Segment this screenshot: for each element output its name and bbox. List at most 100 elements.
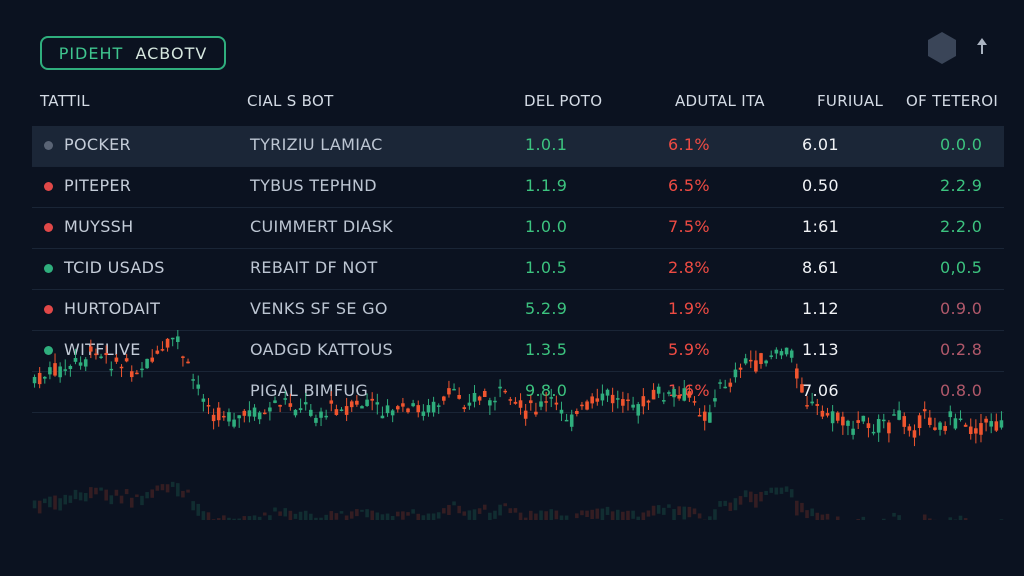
candle-reflection bbox=[395, 511, 400, 517]
candle-reflection bbox=[165, 484, 170, 493]
candle-reflection bbox=[564, 515, 569, 520]
column-header[interactable]: DEL POTO bbox=[524, 92, 603, 110]
candle-body bbox=[68, 365, 73, 370]
candle-body bbox=[488, 400, 492, 406]
row-of-value: 0.8.0 bbox=[940, 381, 983, 400]
candle-reflection bbox=[129, 497, 134, 508]
candle-reflection bbox=[789, 489, 794, 498]
candle-body bbox=[406, 408, 410, 413]
row-percent: 7.5% bbox=[668, 217, 710, 236]
candle-reflection bbox=[170, 481, 175, 487]
candle-body bbox=[544, 401, 548, 403]
candle-body bbox=[805, 405, 809, 407]
candle-body bbox=[585, 401, 589, 410]
candle-body bbox=[124, 358, 129, 362]
candle-reflection bbox=[825, 513, 830, 520]
column-header[interactable]: CIAL S BOT bbox=[247, 92, 334, 110]
candle-reflection bbox=[600, 508, 605, 520]
candle-body bbox=[789, 350, 794, 358]
candle-reflection bbox=[227, 517, 231, 520]
candle-body bbox=[334, 409, 339, 415]
candle-body bbox=[329, 400, 334, 404]
table-row[interactable]: HURTODAIT VENKS SF SE GO 5.2.9 1.9% 1.12 0.9.… bbox=[32, 290, 1004, 331]
candle-body bbox=[871, 431, 876, 434]
candle-body bbox=[150, 357, 155, 362]
candle-reflection bbox=[559, 515, 564, 520]
candle-reflection bbox=[452, 501, 456, 506]
candle-reflection bbox=[319, 517, 323, 520]
candle-reflection bbox=[743, 490, 748, 498]
brand-button[interactable]: PIDEHT ACBOTV bbox=[40, 36, 226, 70]
candle-reflection bbox=[288, 510, 293, 520]
table-row[interactable]: TCID USADS REBAIT DF NOT 1.0.5 2.8% 8.61 0,0.… bbox=[32, 249, 1004, 290]
candle-reflection bbox=[94, 487, 98, 495]
candle-reflection bbox=[401, 511, 405, 520]
table-row[interactable]: PIGAL BIMFUG 9.8.0 1.6% 7.06 0.8.0 bbox=[32, 372, 1004, 413]
arrow-up-icon[interactable] bbox=[973, 36, 991, 56]
candle-reflection bbox=[360, 509, 364, 512]
candle-reflection bbox=[58, 498, 62, 511]
candle-body bbox=[370, 398, 374, 401]
candle-body bbox=[743, 358, 748, 364]
candle-body bbox=[528, 400, 533, 404]
column-header[interactable]: OF TETEROI bbox=[906, 92, 999, 110]
column-header[interactable]: ADUTAL ITA bbox=[675, 92, 765, 110]
top-bar: PIDEHT ACBOTV bbox=[0, 0, 1024, 90]
row-percent: 1.9% bbox=[668, 299, 710, 318]
candle-body bbox=[641, 396, 646, 407]
candle-body bbox=[600, 393, 605, 401]
column-header[interactable]: TATTIL bbox=[40, 92, 90, 110]
candle-reflection bbox=[656, 505, 661, 514]
candle-reflection bbox=[186, 489, 190, 493]
hexagon-icon[interactable] bbox=[924, 30, 960, 66]
candle-reflection bbox=[682, 506, 687, 520]
candle-reflection bbox=[78, 492, 83, 501]
candle-reflection bbox=[590, 509, 594, 520]
candle-reflection bbox=[370, 510, 374, 520]
candle-reflection bbox=[89, 487, 93, 499]
candle-reflection bbox=[482, 504, 487, 510]
candle-reflection bbox=[442, 508, 446, 514]
candle-reflection bbox=[309, 513, 313, 520]
candle-reflection bbox=[83, 492, 88, 502]
candle-body bbox=[395, 406, 400, 410]
candle-body bbox=[191, 379, 195, 381]
candle-body bbox=[401, 403, 405, 407]
row-fur-value: 0.50 bbox=[802, 176, 839, 195]
candle-reflection bbox=[697, 513, 702, 519]
candle-body bbox=[769, 355, 774, 357]
candle-reflection bbox=[718, 501, 722, 507]
candle-body bbox=[605, 389, 610, 396]
candle-body bbox=[206, 405, 211, 407]
table-row[interactable]: POCKER TYRIZIU LAMIAC 1.0.1 6.1% 6.01 0.0.0 bbox=[32, 126, 1004, 167]
table-row[interactable]: PITEPER TYBUS TEPHND 1.1.9 6.5% 0.50 2.2.9 bbox=[32, 167, 1004, 208]
candle-body bbox=[621, 399, 625, 406]
candle-reflection bbox=[774, 487, 779, 495]
candle-body bbox=[135, 372, 139, 375]
candle-reflection bbox=[897, 515, 901, 520]
row-fur-value: 1:61 bbox=[802, 217, 840, 236]
candle-reflection bbox=[283, 508, 288, 517]
candle-body bbox=[390, 410, 395, 416]
candle-body bbox=[503, 390, 508, 393]
candle-reflection bbox=[713, 509, 717, 520]
candle-body bbox=[687, 391, 692, 398]
candle-body bbox=[94, 353, 98, 356]
candle-reflection bbox=[662, 507, 666, 515]
candle-body bbox=[129, 371, 134, 378]
candle-reflection bbox=[646, 510, 651, 517]
table-row[interactable]: WITFLIVE OADGD KATTOUS 1.3.5 5.9% 1.13 0.2.8 bbox=[32, 331, 1004, 372]
candle-body bbox=[119, 366, 124, 369]
candle-body bbox=[442, 396, 446, 401]
candle-reflection bbox=[769, 487, 774, 493]
table-row[interactable]: MUYSSH CUIMMERT DIASK 1.0.0 7.5% 1:61 2.2.0 bbox=[32, 208, 1004, 249]
candle-reflection bbox=[472, 509, 477, 520]
column-header[interactable]: FURIUAL bbox=[817, 92, 884, 110]
candle-reflection bbox=[375, 512, 380, 520]
candle-reflection bbox=[216, 518, 221, 520]
candle-reflection bbox=[32, 500, 37, 509]
candle-body bbox=[718, 382, 722, 384]
candle-reflection bbox=[237, 518, 241, 520]
candle-reflection bbox=[636, 516, 641, 520]
candle-reflection bbox=[672, 509, 676, 520]
